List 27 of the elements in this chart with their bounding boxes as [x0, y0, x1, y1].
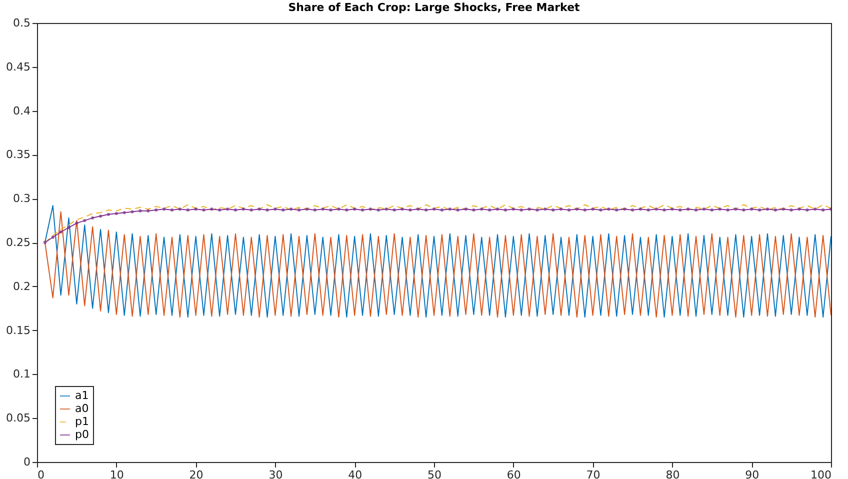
y-tick-label: 0.4: [13, 104, 30, 118]
x-tick-label: 10: [110, 468, 124, 479]
x-tick-label: 30: [268, 468, 283, 479]
y-tick-label: 0.5: [13, 16, 30, 30]
legend-label: p0: [75, 428, 89, 441]
x-tick-label: 70: [586, 468, 600, 479]
x-tick-label: 100: [810, 468, 832, 479]
y-tick-label: 0.2: [13, 280, 30, 293]
legend-label: a1: [75, 389, 89, 402]
y-tick-label: 0.35: [6, 148, 30, 162]
legend-label: p1: [75, 415, 89, 428]
x-tick-label: 90: [745, 468, 760, 479]
legend-label: a0: [75, 402, 89, 415]
x-tick-label: 20: [189, 468, 204, 479]
y-tick-label: 0.05: [6, 412, 30, 425]
y-tick-label: 0.1: [13, 368, 30, 381]
y-tick-label: 0.3: [13, 192, 30, 206]
x-tick-label: 50: [428, 468, 442, 479]
chart-title: Share of Each Crop: Large Shocks, Free Market: [288, 1, 580, 14]
y-tick-label: 0.45: [6, 60, 30, 74]
y-tick-label: 0.15: [6, 324, 30, 337]
x-tick-label: 80: [666, 468, 680, 479]
y-tick-label: 0.25: [6, 236, 30, 249]
x-tick-label: 40: [348, 468, 362, 479]
x-tick-label: 0: [38, 468, 44, 479]
x-tick-label: 60: [506, 468, 521, 479]
y-tick-label: 0: [24, 456, 30, 468]
